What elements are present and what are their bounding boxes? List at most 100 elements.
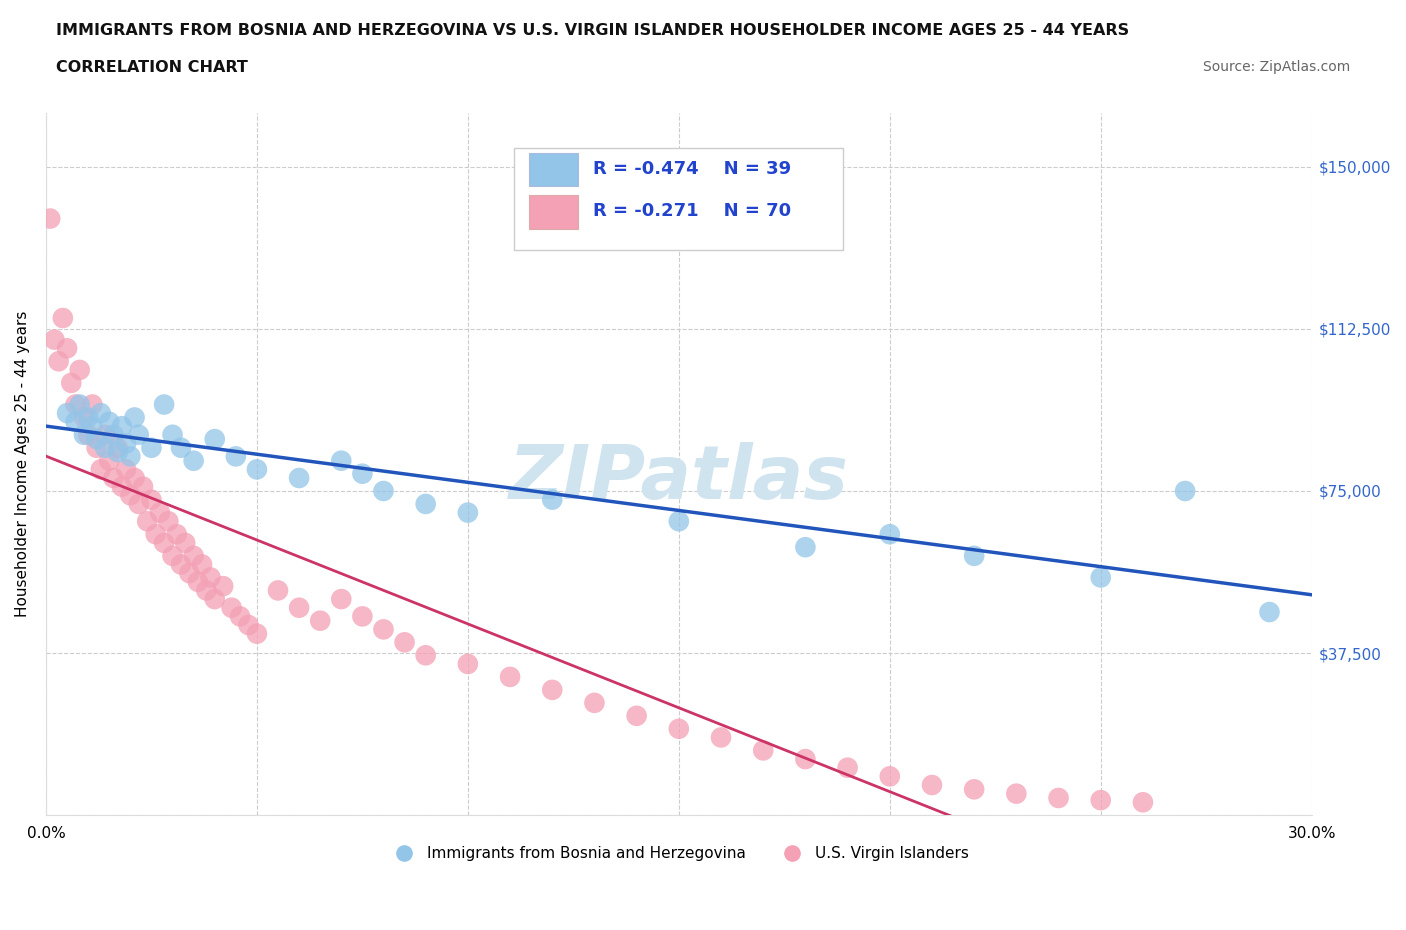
Point (1174, 484, 1197, 498)
Point (162, 549, 184, 564)
Point (200, 570, 222, 585)
Point (225, 449, 247, 464)
Point (162, 427, 184, 442)
Point (170, 440, 193, 455)
Point (352, 466, 374, 481)
Point (373, 622, 395, 637)
Point (457, 505, 479, 520)
Point (330, 591, 353, 606)
Point (56, 341, 79, 356)
Point (183, 549, 205, 564)
FancyBboxPatch shape (530, 195, 578, 229)
Point (98, 453, 121, 468)
Point (1090, 570, 1112, 585)
Point (166, 526, 188, 541)
Point (48, 353, 70, 368)
Point (837, 760, 859, 775)
Text: Source: ZipAtlas.com: Source: ZipAtlas.com (1202, 60, 1350, 74)
Point (752, 743, 775, 758)
Point (1258, 604, 1281, 619)
Text: R = -0.271    N = 70: R = -0.271 N = 70 (593, 202, 792, 220)
Point (153, 397, 176, 412)
Point (457, 657, 479, 671)
Point (183, 453, 205, 468)
Point (921, 777, 943, 792)
Text: IMMIGRANTS FROM BOSNIA AND HERZEGOVINA VS U.S. VIRGIN ISLANDER HOUSEHOLDER INCOM: IMMIGRANTS FROM BOSNIA AND HERZEGOVINA V… (56, 23, 1129, 38)
Point (69, 397, 91, 412)
Point (191, 557, 214, 572)
Point (132, 479, 155, 494)
Text: ZIPatlas: ZIPatlas (509, 442, 849, 514)
Point (668, 722, 690, 737)
Point (111, 479, 134, 494)
Point (187, 575, 209, 590)
Point (195, 583, 218, 598)
Point (141, 440, 163, 455)
Point (1005, 786, 1028, 801)
Point (330, 453, 353, 468)
Text: CORRELATION CHART: CORRELATION CHART (56, 60, 247, 75)
Point (204, 432, 226, 446)
Point (103, 471, 125, 485)
Point (229, 609, 252, 624)
Point (963, 549, 986, 564)
Point (668, 513, 690, 528)
Point (153, 536, 176, 551)
Point (583, 696, 606, 711)
Point (56, 405, 79, 420)
Point (288, 600, 311, 615)
Point (170, 557, 193, 572)
Point (98, 415, 121, 430)
Point (794, 751, 817, 766)
Point (238, 618, 260, 632)
Point (73, 427, 96, 442)
Point (352, 609, 374, 624)
Point (107, 440, 129, 455)
Point (145, 526, 167, 541)
Point (128, 497, 150, 512)
Point (373, 484, 395, 498)
Point (541, 492, 564, 507)
Point (82, 418, 104, 433)
Point (626, 709, 648, 724)
Point (415, 497, 437, 512)
Point (124, 471, 146, 485)
Point (94, 440, 117, 455)
Point (90, 462, 112, 477)
Point (115, 462, 138, 477)
Point (128, 427, 150, 442)
Point (415, 648, 437, 663)
Point (179, 565, 201, 580)
Point (309, 613, 332, 628)
Point (111, 418, 134, 433)
Point (149, 505, 172, 520)
Point (879, 526, 901, 541)
Point (69, 363, 91, 378)
Point (794, 539, 817, 554)
Point (60, 376, 83, 391)
Point (246, 462, 269, 477)
Point (86, 440, 108, 455)
Point (90, 405, 112, 420)
Point (77, 427, 100, 442)
Point (499, 670, 522, 684)
Text: R = -0.474    N = 39: R = -0.474 N = 39 (593, 160, 792, 178)
Y-axis label: Householder Income Ages 25 - 44 years: Householder Income Ages 25 - 44 years (15, 311, 30, 618)
Point (77, 410, 100, 425)
Point (39, 211, 62, 226)
Point (124, 410, 146, 425)
FancyBboxPatch shape (530, 153, 578, 186)
Point (65, 415, 87, 430)
Point (65, 397, 87, 412)
Point (52, 311, 75, 325)
Point (246, 626, 269, 641)
Point (157, 513, 180, 528)
Point (103, 427, 125, 442)
Point (221, 600, 243, 615)
Point (879, 769, 901, 784)
Point (82, 397, 104, 412)
Point (44, 332, 66, 347)
Point (107, 445, 129, 459)
Point (204, 591, 226, 606)
Legend: Immigrants from Bosnia and Herzegovina, U.S. Virgin Islanders: Immigrants from Bosnia and Herzegovina, … (382, 840, 974, 868)
